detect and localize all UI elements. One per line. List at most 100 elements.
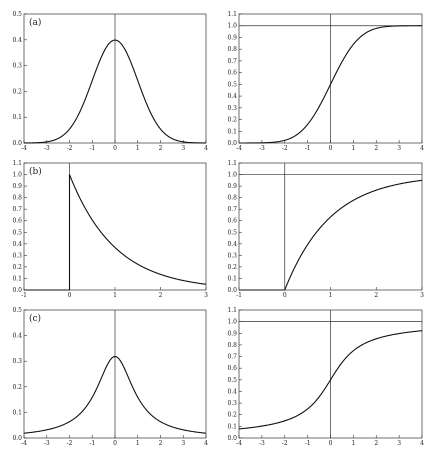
data-point [250,427,251,428]
series-curve [239,25,422,144]
data-point [137,80,138,81]
x-tick-label: 0 [113,440,117,447]
y-tick-label: 0.5 [12,229,22,236]
chart-panel-5: -4 -3 -2 -1 0 1 2 3 4 0.0 0.1 0.2 0.3 0.4 0.5 (c) [12,307,208,447]
data-point [46,429,47,430]
data-point [330,379,331,380]
y-tick-label: 0.1 [12,409,22,416]
data-point [23,289,24,290]
y-tick-label: 0.5 [227,377,237,384]
x-tick-label: -4 [21,440,27,447]
x-tick-label: -1 [236,292,242,299]
y-tick-label: 0.8 [227,342,237,349]
y-tick-label: 0.3 [227,400,237,407]
data-point [126,256,127,257]
y-tick-label: 0.8 [12,195,22,202]
data-point [307,408,308,409]
x-tick-label: -1 [89,440,95,447]
data-point [318,228,319,229]
data-point [80,109,81,110]
x-tick-label: -3 [44,440,50,447]
y-tick-label: 0.6 [12,218,22,225]
data-point [421,180,422,181]
data-point [149,412,150,413]
x-tick-label: 0 [68,292,72,299]
y-tick-label: 0.0 [12,140,22,147]
x-tick-label: 0 [329,440,333,447]
x-tick-label: 4 [204,145,208,152]
y-tick-label: 0.4 [12,241,22,248]
data-point [330,216,331,217]
data-point [103,52,104,53]
x-tick-label: 2 [159,292,163,299]
data-point [284,289,285,290]
x-tick-label: -2 [67,145,73,152]
x-tick-label: -2 [282,440,288,447]
series-curve [23,39,207,144]
data-point [205,284,206,285]
data-point [399,183,400,184]
x-tick-label: 3 [420,292,424,299]
data-point [92,219,93,220]
data-point [183,429,184,430]
data-point [103,372,104,373]
y-tick-label: 0.9 [227,330,237,337]
data-point [307,244,308,245]
y-tick-label: 0.5 [12,11,22,18]
data-point [69,421,70,422]
y-tick-label: 1.1 [227,11,237,18]
y-tick-label: 1.1 [227,160,237,167]
data-point [387,26,388,27]
x-tick-label: 2 [374,292,378,299]
y-tick-label: 0.2 [12,264,22,271]
data-point [261,142,262,143]
x-tick-label: 4 [420,440,424,447]
chart-panel-1: -4 -3 -2 -1 0 1 2 3 4 0.0 0.1 0.2 0.3 0.4 0.5 (a) [12,11,208,152]
x-tick-label: 3 [397,145,401,152]
y-tick-label: 0.2 [227,412,237,419]
y-tick-label: 0.7 [227,354,237,361]
x-tick-label: 0 [329,145,333,152]
data-point [183,280,184,281]
y-tick-label: 0.7 [227,58,237,65]
y-tick-label: 0.4 [227,388,237,395]
data-point [353,44,354,45]
data-point [126,372,127,373]
data-point [273,142,274,143]
x-tick-label: 1 [329,292,333,299]
x-tick-label: -2 [282,145,288,152]
y-tick-label: 0.7 [227,206,237,213]
data-point [114,356,115,357]
x-tick-label: 4 [204,440,208,447]
data-point [149,109,150,110]
data-point [250,142,251,143]
y-tick-label: 0.3 [227,105,237,112]
x-tick-label: -3 [259,440,265,447]
data-point [23,433,24,434]
y-tick-label: 0.4 [12,37,22,44]
panel-label: (a) [29,17,41,28]
data-point [273,423,274,424]
x-tick-label: 4 [420,145,424,152]
x-tick-label: -4 [236,440,242,447]
x-tick-label: -1 [305,440,311,447]
x-tick-label: 2 [159,145,163,152]
data-point [238,428,239,429]
data-point [421,330,422,331]
data-point [126,52,127,53]
y-tick-label: 1.1 [12,160,22,167]
data-point [58,426,59,427]
data-point [399,25,400,26]
data-point [23,142,24,143]
panel-label: (b) [29,166,42,177]
data-point [194,431,195,432]
chart-panel-2: -4 -3 -2 -1 0 1 2 3 4 0.0 0.1 0.2 0.3 0.4 0.5 0.6 0.7 0.8… [227,11,424,152]
data-point [364,343,365,344]
data-point [103,235,104,236]
x-tick-label: 1 [351,145,355,152]
x-tick-label: -1 [21,292,27,299]
data-point [205,142,206,143]
data-point [160,421,161,422]
series-curve [239,179,423,291]
data-point [353,350,354,351]
